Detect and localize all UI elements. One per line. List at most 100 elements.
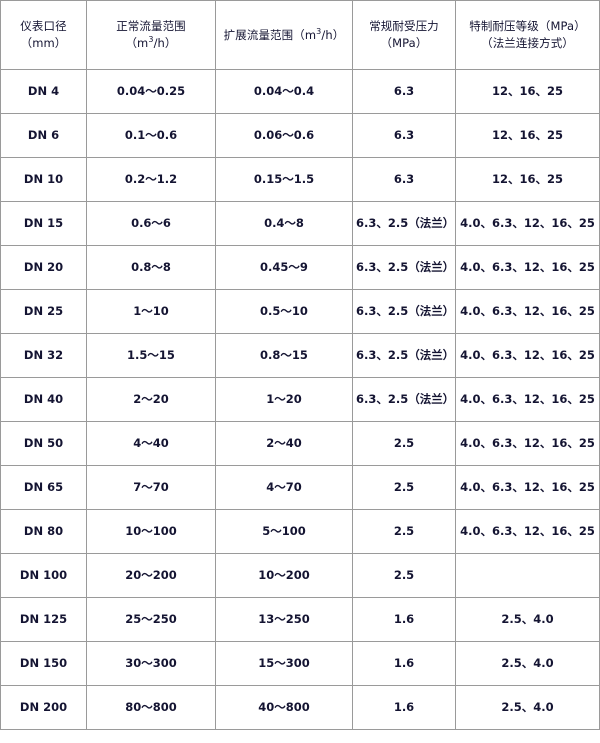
cell-special_pressure: 4.0、6.3、12、16、25 bbox=[455, 509, 600, 554]
table-row: DN 10 0.2～1.2 0.15～1.5 6.3 12、16、25 bbox=[0, 157, 600, 202]
table-row: DN 65 7～70 4～70 2.5 4.0、6.3、12、16、25 bbox=[0, 465, 600, 510]
cell-normal_pressure: 6.3 bbox=[352, 157, 456, 202]
footer-note bbox=[0, 730, 600, 743]
cell-bore: DN 20 bbox=[0, 245, 87, 290]
cell-extended_flow: 2～40 bbox=[215, 421, 353, 466]
cell-normal_flow: 7～70 bbox=[86, 465, 216, 510]
cell-bore: DN 32 bbox=[0, 333, 87, 378]
table-row: DN 32 1.5～15 0.8～15 6.3、2.5（法兰） 4.0、6.3、12、1… bbox=[0, 333, 600, 378]
cell-normal_pressure: 6.3 bbox=[352, 69, 456, 114]
cell-special_pressure: 12、16、25 bbox=[455, 157, 600, 202]
cell-normal_pressure: 2.5 bbox=[352, 465, 456, 510]
column-header-normal-pressure: 常规耐受压力（MPa） bbox=[352, 0, 456, 70]
table-row: DN 50 4～40 2～40 2.5 4.0、6.3、12、16、25 bbox=[0, 421, 600, 466]
cell-bore: DN 25 bbox=[0, 289, 87, 334]
cell-bore: DN 6 bbox=[0, 113, 87, 158]
cell-bore: DN 200 bbox=[0, 685, 87, 730]
cell-extended_flow: 5～100 bbox=[215, 509, 353, 554]
cell-extended_flow: 0.15～1.5 bbox=[215, 157, 353, 202]
cell-normal_flow: 0.2～1.2 bbox=[86, 157, 216, 202]
cell-normal_pressure: 2.5 bbox=[352, 421, 456, 466]
cell-normal_flow: 20～200 bbox=[86, 553, 216, 598]
cell-extended_flow: 0.8～15 bbox=[215, 333, 353, 378]
cell-bore: DN 100 bbox=[0, 553, 87, 598]
cell-normal_flow: 1.5～15 bbox=[86, 333, 216, 378]
cell-special_pressure: 12、16、25 bbox=[455, 69, 600, 114]
cell-extended_flow: 13～250 bbox=[215, 597, 353, 642]
cell-special_pressure: 4.0、6.3、12、16、25 bbox=[455, 201, 600, 246]
cell-special_pressure: 2.5、4.0 bbox=[455, 597, 600, 642]
cell-normal_flow: 25～250 bbox=[86, 597, 216, 642]
cell-special_pressure: 12、16、25 bbox=[455, 113, 600, 158]
cell-bore: DN 15 bbox=[0, 201, 87, 246]
cell-special_pressure: 4.0、6.3、12、16、25 bbox=[455, 245, 600, 290]
table-row: DN 125 25～250 13～250 1.6 2.5、4.0 bbox=[0, 597, 600, 642]
table-row: DN 25 1～10 0.5～10 6.3、2.5（法兰） 4.0、6.3、12、16、… bbox=[0, 289, 600, 334]
cell-extended_flow: 0.04～0.4 bbox=[215, 69, 353, 114]
table-row: DN 80 10～100 5～100 2.5 4.0、6.3、12、16、25 bbox=[0, 509, 600, 554]
cell-bore: DN 10 bbox=[0, 157, 87, 202]
cell-extended_flow: 0.4～8 bbox=[215, 201, 353, 246]
cell-extended_flow: 40～800 bbox=[215, 685, 353, 730]
cell-normal_flow: 80～800 bbox=[86, 685, 216, 730]
cell-normal_pressure: 6.3、2.5（法兰） bbox=[352, 245, 456, 290]
superscript-3: 3 bbox=[316, 26, 322, 36]
column-header-normal-pressure-label: 常规耐受压力（MPa） bbox=[369, 19, 439, 50]
table-header: 仪表口径（mm） 正常流量范围（m3/h） 扩展流量范围（m3/h） 常规耐受压… bbox=[0, 0, 600, 70]
cell-normal_flow: 10～100 bbox=[86, 509, 216, 554]
cell-extended_flow: 0.45～9 bbox=[215, 245, 353, 290]
column-header-normal-flow-label: 正常流量范围（m3/h） bbox=[116, 19, 186, 50]
column-header-bore-label: 仪表口径（mm） bbox=[20, 19, 67, 50]
column-header-normal-flow: 正常流量范围（m3/h） bbox=[86, 0, 216, 70]
cell-special_pressure: 4.0、6.3、12、16、25 bbox=[455, 333, 600, 378]
column-header-special-pressure-label: 特制耐压等级（MPa）（法兰连接方式） bbox=[469, 19, 586, 50]
cell-bore: DN 50 bbox=[0, 421, 87, 466]
superscript-3: 3 bbox=[148, 35, 154, 45]
header-row: 仪表口径（mm） 正常流量范围（m3/h） 扩展流量范围（m3/h） 常规耐受压… bbox=[0, 0, 600, 70]
cell-special_pressure: 4.0、6.3、12、16、25 bbox=[455, 421, 600, 466]
cell-extended_flow: 10～200 bbox=[215, 553, 353, 598]
cell-special_pressure: 2.5、4.0 bbox=[455, 685, 600, 730]
cell-normal_pressure: 6.3、2.5（法兰） bbox=[352, 333, 456, 378]
cell-bore: DN 40 bbox=[0, 377, 87, 422]
cell-normal_flow: 2～20 bbox=[86, 377, 216, 422]
cell-normal_pressure: 6.3、2.5（法兰） bbox=[352, 289, 456, 334]
cell-special_pressure: 2.5、4.0 bbox=[455, 641, 600, 686]
cell-normal_pressure: 1.6 bbox=[352, 597, 456, 642]
cell-extended_flow: 0.5～10 bbox=[215, 289, 353, 334]
cell-bore: DN 65 bbox=[0, 465, 87, 510]
column-header-extended-flow: 扩展流量范围（m3/h） bbox=[215, 0, 353, 70]
table-row: DN 20 0.8～8 0.45～9 6.3、2.5（法兰） 4.0、6.3、12、16… bbox=[0, 245, 600, 290]
cell-normal_flow: 1～10 bbox=[86, 289, 216, 334]
cell-normal_flow: 0.1～0.6 bbox=[86, 113, 216, 158]
cell-bore: DN 150 bbox=[0, 641, 87, 686]
cell-normal_flow: 0.8～8 bbox=[86, 245, 216, 290]
cell-normal_flow: 30～300 bbox=[86, 641, 216, 686]
cell-special_pressure bbox=[455, 553, 600, 598]
cell-normal_flow: 4～40 bbox=[86, 421, 216, 466]
cell-extended_flow: 4～70 bbox=[215, 465, 353, 510]
table-row: DN 4 0.04～0.25 0.04～0.4 6.3 12、16、25 bbox=[0, 69, 600, 114]
cell-normal_pressure: 6.3、2.5（法兰） bbox=[352, 377, 456, 422]
cell-normal_flow: 0.04～0.25 bbox=[86, 69, 216, 114]
cell-special_pressure: 4.0、6.3、12、16、25 bbox=[455, 465, 600, 510]
cell-bore: DN 80 bbox=[0, 509, 87, 554]
cell-normal_pressure: 2.5 bbox=[352, 553, 456, 598]
cell-normal_pressure: 6.3 bbox=[352, 113, 456, 158]
table-body: DN 4 0.04～0.25 0.04～0.4 6.3 12、16、25 DN 6 0.1～… bbox=[0, 69, 600, 730]
cell-extended_flow: 1～20 bbox=[215, 377, 353, 422]
cell-normal_pressure: 2.5 bbox=[352, 509, 456, 554]
table-row: DN 200 80～800 40～800 1.6 2.5、4.0 bbox=[0, 685, 600, 730]
column-header-extended-flow-label: 扩展流量范围（m3/h） bbox=[223, 26, 345, 42]
cell-normal_flow: 0.6～6 bbox=[86, 201, 216, 246]
table-row: DN 15 0.6～6 0.4～8 6.3、2.5（法兰） 4.0、6.3、12、16、… bbox=[0, 201, 600, 246]
cell-normal_pressure: 6.3、2.5（法兰） bbox=[352, 201, 456, 246]
cell-extended_flow: 15～300 bbox=[215, 641, 353, 686]
table-row: DN 40 2～20 1～20 6.3、2.5（法兰） 4.0、6.3、12、16、25 bbox=[0, 377, 600, 422]
cell-special_pressure: 4.0、6.3、12、16、25 bbox=[455, 289, 600, 334]
table-row: DN 100 20～200 10～200 2.5 bbox=[0, 553, 600, 598]
cell-bore: DN 4 bbox=[0, 69, 87, 114]
cell-bore: DN 125 bbox=[0, 597, 87, 642]
table-row: DN 6 0.1～0.6 0.06～0.6 6.3 12、16、25 bbox=[0, 113, 600, 158]
